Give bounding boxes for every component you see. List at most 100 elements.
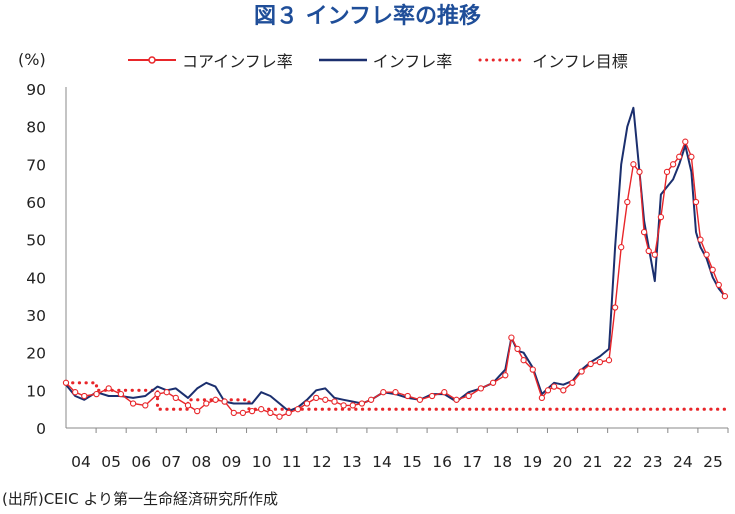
x-tick-label: 17 [462, 453, 482, 471]
core-marker [212, 396, 219, 403]
core-marker [221, 398, 228, 405]
core-marker [703, 251, 710, 258]
x-tick-label: 16 [432, 453, 452, 471]
legend-swatch-headline [318, 58, 367, 62]
core-marker [502, 372, 509, 379]
x-tick-label: 22 [613, 453, 633, 471]
core-marker [682, 138, 689, 145]
core-marker [489, 379, 497, 386]
core-marker [392, 389, 399, 396]
core-marker [611, 304, 619, 311]
core-marker [465, 392, 472, 400]
core-marker [93, 390, 100, 398]
core-marker [313, 394, 320, 402]
y-tick-label: 60 [26, 194, 46, 212]
series-line-headline [65, 106, 726, 413]
x-tick-label: 15 [402, 453, 422, 471]
x-tick-label: 18 [492, 453, 512, 471]
core-marker [331, 398, 338, 405]
series-line-target [64, 381, 729, 411]
core-marker [529, 366, 536, 373]
core-marker [367, 396, 375, 403]
legend-label-core: コアインフレ率 [182, 52, 293, 71]
x-tick-label: 10 [252, 453, 272, 471]
core-marker [605, 357, 613, 364]
core-marker [663, 168, 671, 176]
core-marker [550, 383, 558, 390]
core-marker [404, 392, 411, 400]
legend-swatch-target [478, 58, 527, 62]
core-marker [285, 409, 292, 417]
x-tick-label: 11 [282, 453, 302, 471]
core-marker [294, 406, 302, 413]
core-marker [636, 168, 643, 176]
core-marker [81, 392, 88, 400]
x-tick-label: 13 [342, 453, 362, 471]
x-tick-label: 14 [372, 453, 392, 471]
core-marker [697, 236, 704, 243]
legend-item-target: インフレ目標 [478, 48, 628, 72]
core-marker [569, 379, 576, 386]
core-marker [117, 390, 125, 398]
x-tick-label: 24 [673, 453, 693, 471]
core-marker [688, 153, 695, 160]
core-marker [322, 396, 329, 403]
core-marker [239, 409, 247, 417]
x-tick-label: 19 [523, 453, 543, 471]
core-marker [258, 406, 265, 413]
core-marker [657, 213, 665, 221]
core-marker [651, 251, 658, 258]
core-marker [154, 390, 161, 398]
core-marker [587, 360, 594, 368]
core-marker [163, 389, 170, 396]
legend: コアインフレ率 インフレ率 インフレ目標 [128, 48, 628, 72]
y-tick-label: 90 [26, 81, 46, 99]
core-marker [596, 358, 604, 366]
core-marker [248, 407, 256, 415]
y-tick-label: 30 [26, 307, 46, 325]
x-tick-label: 05 [101, 453, 121, 471]
core-marker [358, 400, 366, 407]
core-marker [184, 402, 192, 409]
y-tick-label: 10 [26, 382, 46, 400]
x-tick-label: 09 [222, 453, 242, 471]
core-marker [172, 394, 179, 402]
core-marker [520, 357, 527, 364]
x-tick-label: 04 [71, 453, 91, 471]
legend-item-headline: インフレ率 [318, 48, 453, 72]
core-marker [544, 387, 552, 394]
core-marker [514, 345, 521, 353]
core-marker [203, 400, 210, 407]
core-marker [538, 394, 546, 402]
legend-item-core: コアインフレ率 [128, 48, 293, 72]
legend-label-target: インフレ目標 [532, 52, 628, 71]
y-tick-label: 80 [26, 119, 46, 137]
core-marker [692, 198, 700, 206]
core-marker [669, 161, 677, 168]
inflation-chart: 0 10 20 30 40 50 60 70 80 90 04 05 06 07 08 09 10 11 12 13 1… [26, 81, 729, 471]
legend-label-headline: インフレ率 [372, 52, 453, 71]
core-marker [416, 396, 424, 403]
core-marker [340, 402, 347, 409]
x-tick-label: 06 [131, 453, 151, 471]
core-marker [645, 247, 652, 255]
chart-title: 図３ インフレ率の推移 [254, 4, 481, 29]
x-tick-label: 07 [161, 453, 181, 471]
core-marker [142, 402, 149, 409]
y-axis-unit: (%) [18, 50, 46, 69]
legend-swatch-core [128, 56, 176, 64]
core-marker [640, 228, 648, 236]
core-marker [477, 385, 485, 392]
core-marker [618, 244, 625, 251]
core-marker [276, 413, 283, 420]
y-tick-label: 40 [26, 269, 46, 287]
x-tick-label: 08 [192, 453, 212, 471]
y-tick-label: 50 [26, 232, 46, 250]
x-tick-label: 25 [703, 453, 723, 471]
core-marker [578, 368, 585, 375]
series-line-core [65, 140, 726, 418]
x-tick-label: 20 [553, 453, 573, 471]
core-marker [624, 198, 631, 206]
x-tick-label: 21 [583, 453, 603, 471]
core-marker [62, 379, 70, 386]
